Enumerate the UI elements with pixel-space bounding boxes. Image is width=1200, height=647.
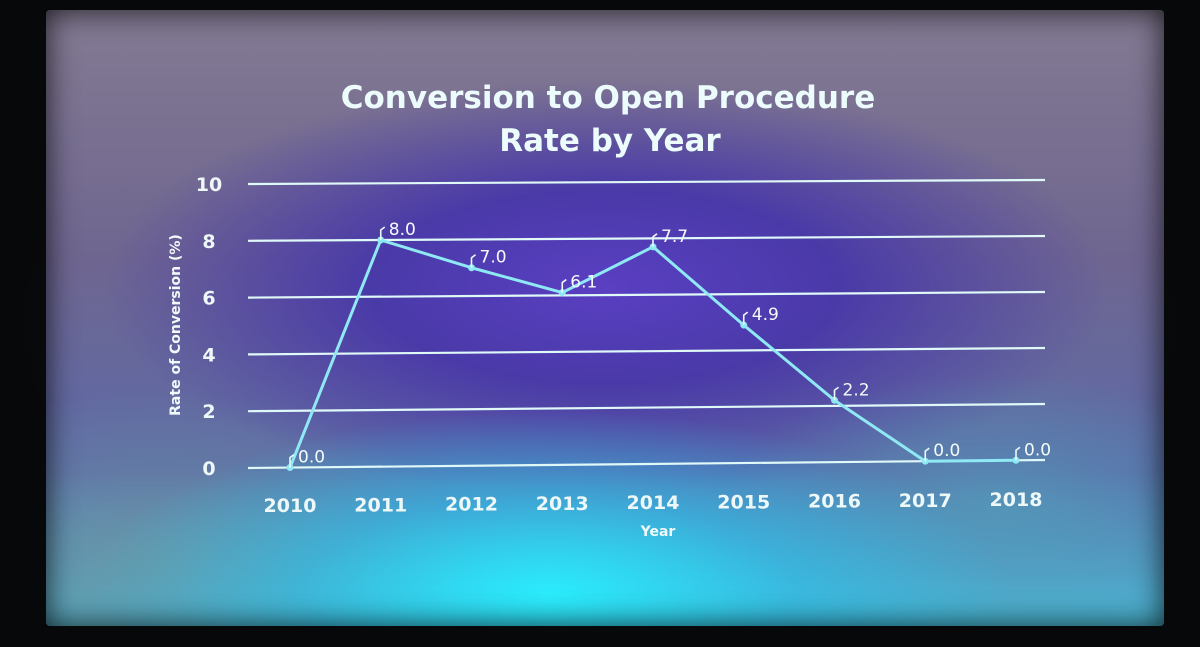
x-tick-label: 2010 (264, 495, 317, 517)
chart-title: Conversion to Open Procedure (341, 80, 876, 116)
data-label: 0.0 (933, 441, 960, 461)
x-axis-title: Year (640, 524, 676, 540)
gridline (247, 402, 1046, 413)
data-label-leader (1015, 446, 1021, 461)
x-tick-label: 2018 (990, 489, 1043, 511)
data-label: 8.0 (389, 220, 416, 240)
y-axis-ticks: 0 2 4 6 8 10 (196, 174, 222, 480)
x-tick-label: 2012 (445, 494, 498, 516)
data-label: 7.7 (661, 227, 688, 247)
gridline (247, 290, 1046, 299)
chart-subtitle: Rate by Year (499, 123, 721, 159)
data-label-leader (470, 254, 476, 268)
data-label-leader (924, 447, 930, 462)
x-tick-label: 2011 (354, 494, 407, 516)
data-label: 6.1 (570, 273, 597, 293)
y-tick-label: 4 (202, 344, 215, 366)
data-label: 7.0 (480, 248, 507, 268)
x-tick-label: 2015 (717, 491, 770, 513)
gridline (247, 458, 1046, 470)
data-label: 4.9 (752, 305, 779, 325)
x-tick-label: 2017 (899, 490, 952, 512)
data-label: 2.2 (843, 380, 870, 400)
data-label-leader (833, 386, 839, 401)
x-axis-ticks: 2010 2011 2012 2013 2014 2015 2016 2017 2018 (264, 489, 1043, 517)
y-tick-label: 8 (202, 231, 215, 253)
data-label-leader (379, 226, 386, 241)
data-label-leader (289, 453, 295, 468)
data-labels: 0.0 8.0 7.0 6.1 7.7 4.9 2.2 0.0 0.0 (289, 220, 1051, 468)
data-label: 0.0 (1024, 440, 1051, 460)
x-tick-label: 2013 (536, 493, 589, 515)
y-tick-label: 0 (202, 458, 215, 480)
gridline (247, 234, 1046, 242)
data-label-leader (652, 233, 658, 247)
data-label: 0.0 (298, 448, 325, 468)
x-tick-label: 2014 (627, 492, 680, 514)
gridline (247, 346, 1046, 356)
gridlines (247, 178, 1046, 470)
x-tick-label: 2016 (808, 491, 861, 513)
data-label-leader (561, 278, 567, 293)
projection-screen (46, 10, 1164, 626)
gridline (247, 178, 1046, 186)
y-tick-label: 10 (196, 174, 222, 196)
y-axis-title: Rate of Conversion (%) (168, 234, 184, 416)
y-tick-label: 6 (202, 288, 215, 310)
data-label-leader (742, 311, 749, 326)
y-tick-label: 2 (202, 401, 215, 423)
